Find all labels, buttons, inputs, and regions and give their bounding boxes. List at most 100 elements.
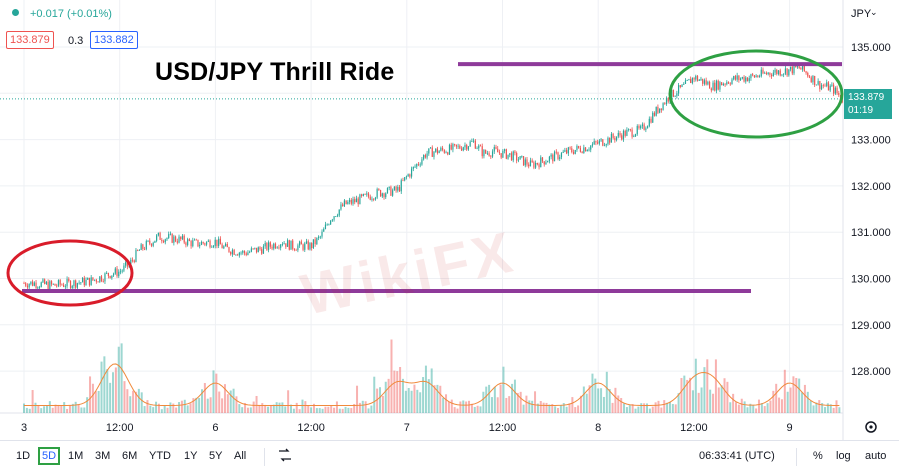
volume-bar xyxy=(407,388,410,413)
volume-bar xyxy=(548,404,551,413)
candle-body xyxy=(488,153,490,156)
candle-body xyxy=(123,265,125,271)
timeframe-ytd[interactable]: YTD xyxy=(149,450,171,462)
auto-toggle[interactable]: auto xyxy=(865,450,887,462)
volume-bar xyxy=(815,402,818,413)
percent-toggle[interactable]: % xyxy=(813,450,823,462)
bid-price[interactable]: 133.879 xyxy=(6,31,54,49)
candle-body xyxy=(362,193,364,196)
candle-body xyxy=(522,156,525,166)
volume-bars xyxy=(23,339,841,413)
candle-body xyxy=(240,252,242,254)
candle-body xyxy=(35,282,37,289)
volume-bar xyxy=(178,402,181,413)
candle-body xyxy=(97,281,99,283)
timeframe-1y[interactable]: 1Y xyxy=(184,450,198,462)
candle-body xyxy=(292,240,294,249)
candle-body xyxy=(168,234,170,238)
volume-bar xyxy=(735,402,738,413)
candle-body xyxy=(783,73,785,75)
candle-body xyxy=(331,219,333,221)
candle-body xyxy=(495,147,497,149)
volume-bar xyxy=(100,361,103,413)
x-tick-label: 8 xyxy=(595,422,601,434)
x-tick-label: 9 xyxy=(787,422,793,434)
timeframe-1m[interactable]: 1M xyxy=(68,450,84,462)
volume-bar xyxy=(215,373,218,413)
volume-bar xyxy=(404,390,407,413)
volume-bar xyxy=(829,404,832,413)
volume-bar xyxy=(531,400,534,413)
timeframe-6m[interactable]: 6M xyxy=(122,450,138,462)
candle-body xyxy=(187,239,189,246)
timeframe-1d[interactable]: 1D xyxy=(16,450,31,462)
volume-bar xyxy=(729,402,732,413)
candle-body xyxy=(226,243,228,248)
candle-body xyxy=(278,247,280,249)
candle-body xyxy=(305,241,308,244)
volume-bar xyxy=(312,403,315,413)
candle-body xyxy=(516,153,518,161)
volume-bar xyxy=(447,401,450,413)
candle-body xyxy=(61,284,63,286)
candle-body xyxy=(125,262,127,266)
ask-price[interactable]: 133.882 xyxy=(90,31,138,49)
x-tick-label: 12:00 xyxy=(680,422,708,434)
volume-bar xyxy=(195,397,198,413)
candle-body xyxy=(323,229,325,232)
candle-body xyxy=(538,164,540,168)
timeframe-3m[interactable]: 3M xyxy=(95,450,111,462)
candle-body xyxy=(47,281,49,290)
candle-body xyxy=(216,239,218,246)
candle-body xyxy=(357,198,359,205)
volume-bar xyxy=(28,408,31,413)
candle-body xyxy=(698,79,700,81)
candle-body xyxy=(416,163,418,167)
candle-body xyxy=(531,160,533,163)
candle-body xyxy=(615,136,618,141)
candle-body xyxy=(429,147,432,149)
timeframe-5y[interactable]: 5Y xyxy=(209,450,223,462)
candle-body xyxy=(388,186,390,188)
candle-body xyxy=(805,71,807,73)
volume-bar xyxy=(132,390,135,413)
candle-body xyxy=(328,224,330,226)
candle-body xyxy=(450,144,452,150)
candle-body xyxy=(574,149,576,154)
candle-body xyxy=(578,146,580,149)
currency-label[interactable]: JPY xyxy=(851,8,872,20)
chevron-down-icon[interactable]: ⌄ xyxy=(870,7,878,17)
volume-bar xyxy=(295,402,298,413)
candle-body xyxy=(245,253,247,256)
log-toggle[interactable]: log xyxy=(836,450,851,462)
candle-body xyxy=(116,268,118,277)
candle-body xyxy=(584,147,587,152)
volume-bar xyxy=(381,395,384,413)
candle-body xyxy=(583,147,585,154)
candle-body xyxy=(562,151,564,153)
candle-body xyxy=(803,65,805,72)
volume-bar xyxy=(568,403,571,413)
utc-clock[interactable]: 06:33:41 (UTC) xyxy=(699,450,775,462)
candle-body xyxy=(90,277,92,286)
candle-body xyxy=(588,149,590,151)
y-axis[interactable]: 135.000134.000133.000132.000131.000130.0… xyxy=(851,42,891,378)
volume-bar xyxy=(620,398,623,413)
volume-bar xyxy=(255,395,258,413)
candle-body xyxy=(106,272,108,274)
volume-bar xyxy=(818,400,821,413)
timeframe-all[interactable]: All xyxy=(234,450,247,462)
candle-body xyxy=(66,278,68,287)
x-tick-label: 3 xyxy=(21,422,27,434)
candle-body xyxy=(221,244,223,249)
compare-icon[interactable] xyxy=(277,447,293,466)
timeframe-5d[interactable]: 5D xyxy=(38,447,61,465)
candle-body xyxy=(149,240,151,244)
volume-bar xyxy=(763,406,766,413)
candle-body xyxy=(552,154,554,162)
volume-bar xyxy=(689,377,692,413)
volume-bar xyxy=(71,403,74,413)
candle-body xyxy=(242,250,244,253)
x-axis[interactable]: 3 12:00 6 12:00 7 12:00 8 12:00 9 xyxy=(21,421,877,434)
